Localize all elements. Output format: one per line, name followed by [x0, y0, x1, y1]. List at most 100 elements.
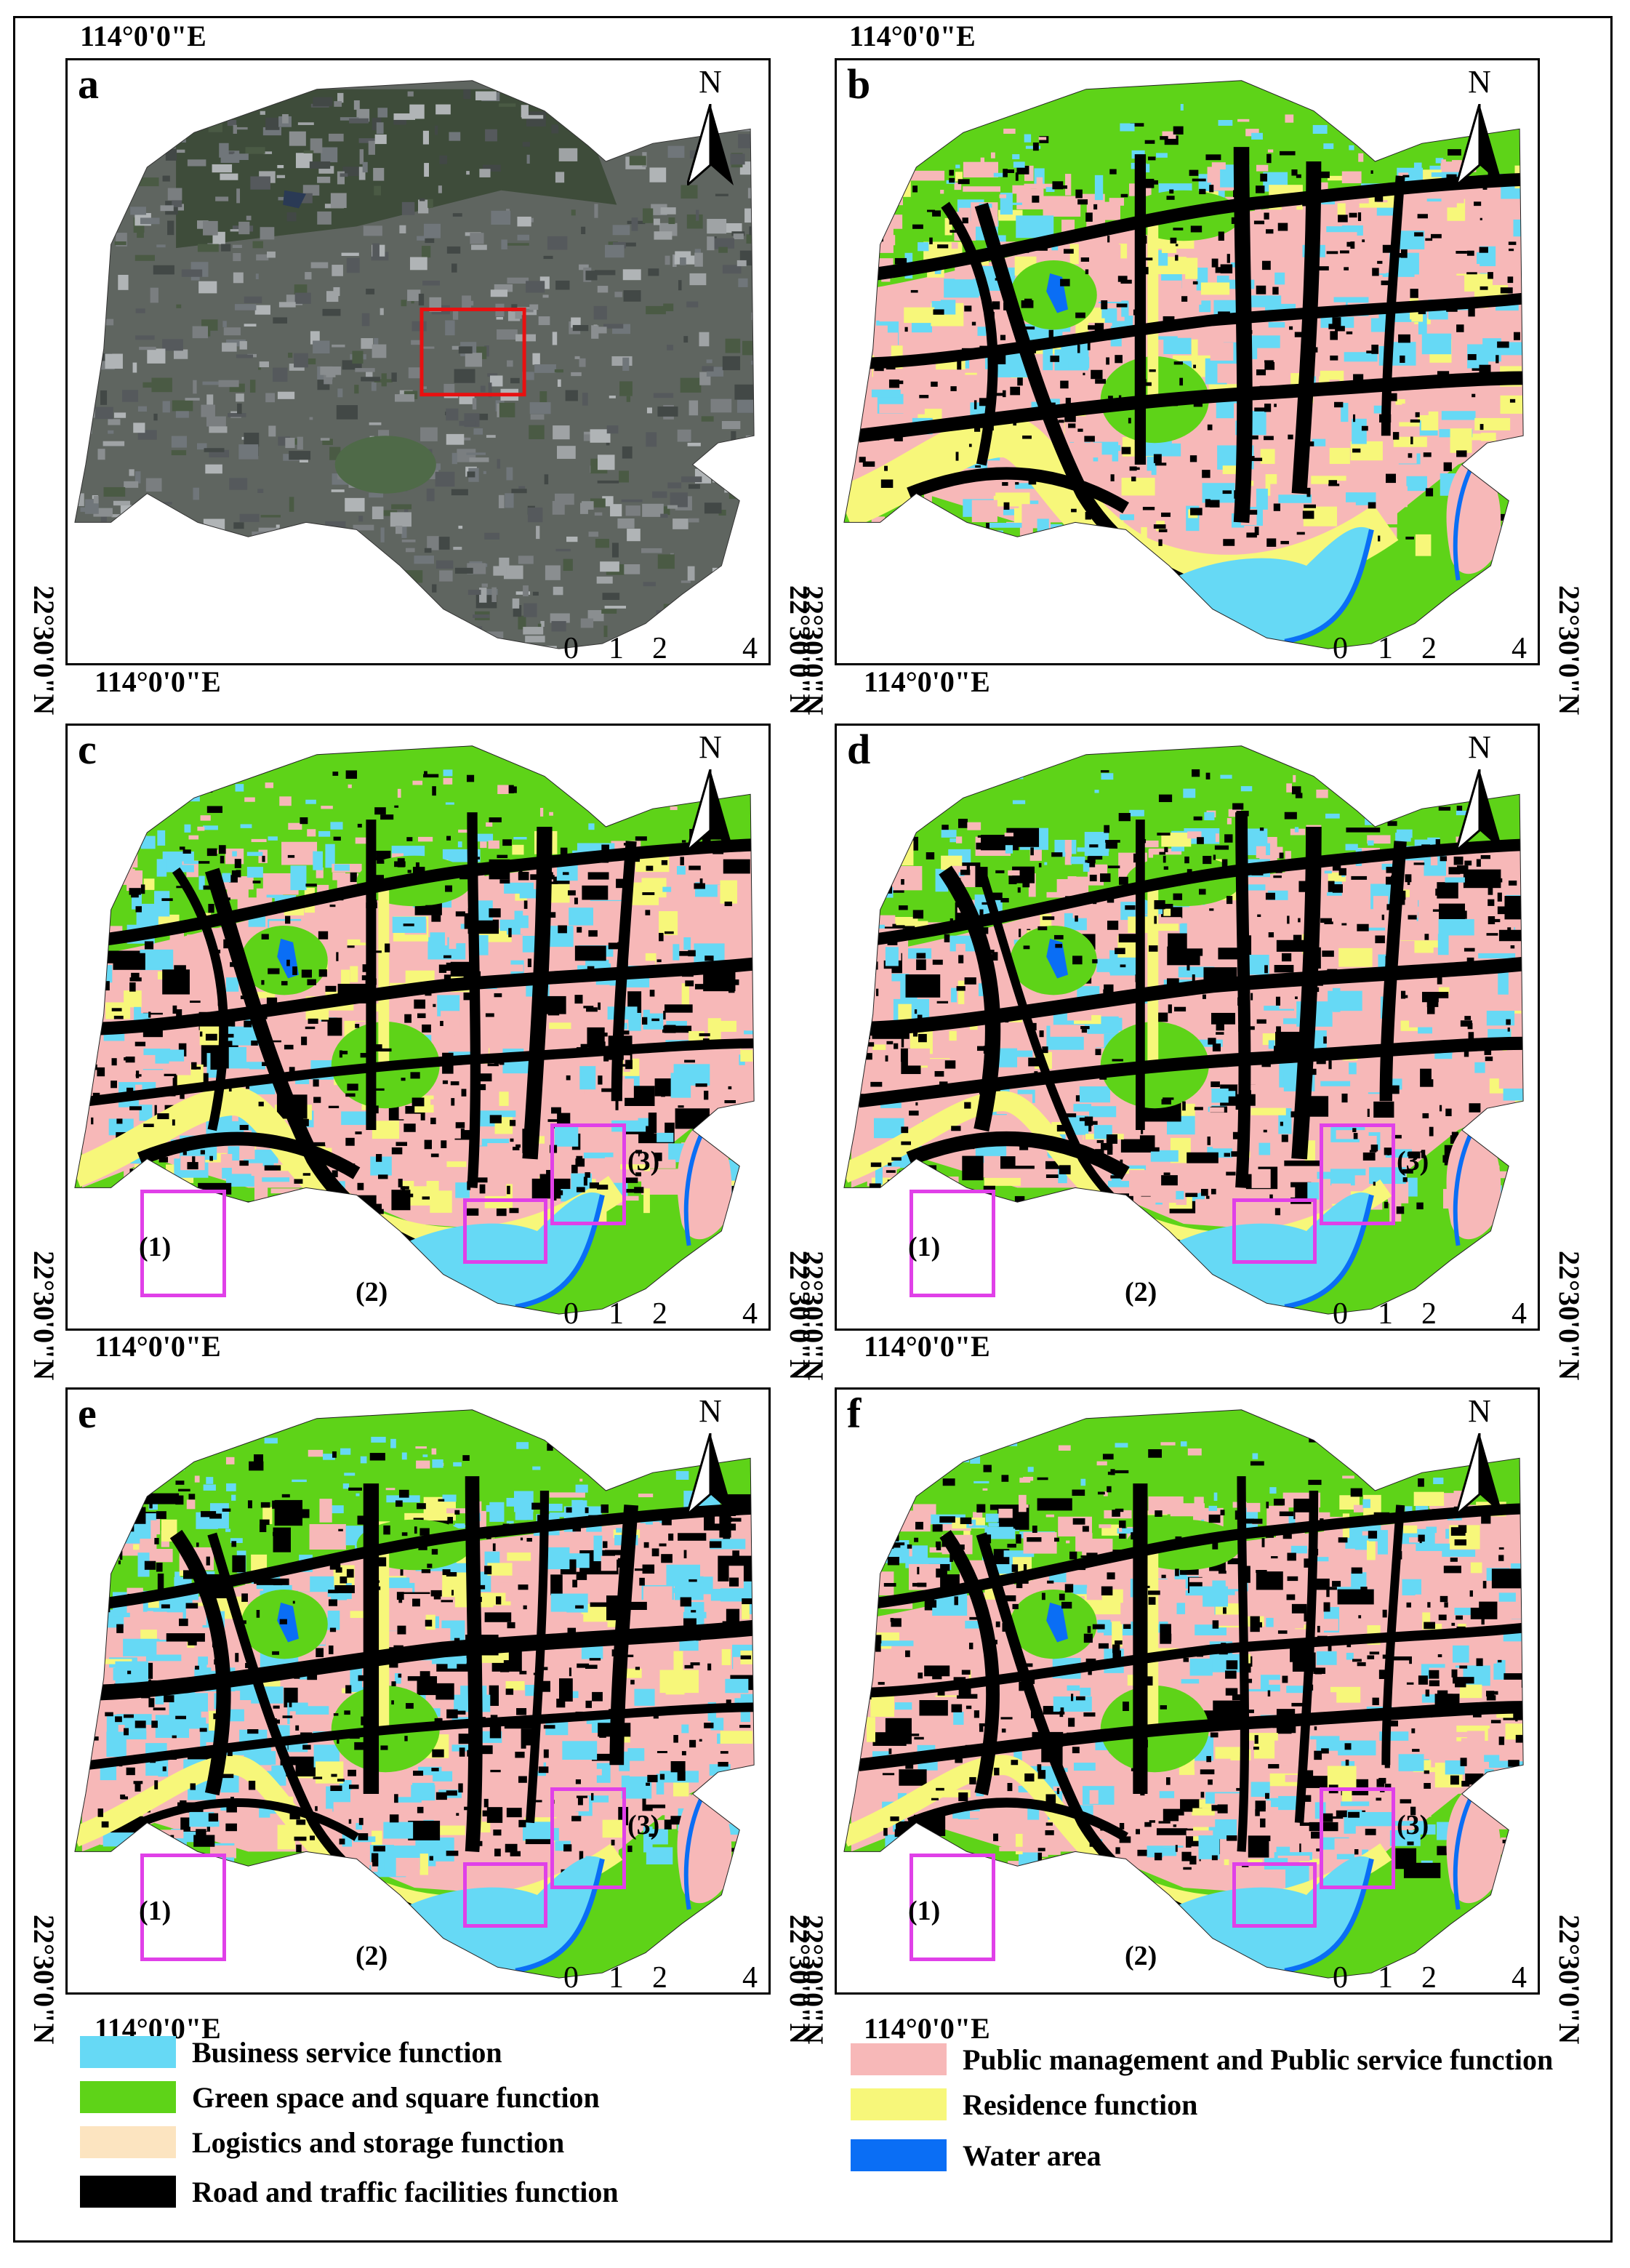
north-arrow: N — [681, 732, 739, 855]
subregion-label: (1) — [139, 1896, 172, 1926]
scale-tick: 1 — [609, 1961, 624, 1995]
scale-tick: 4 — [742, 632, 758, 665]
longitude-label: 114°0'0"E — [849, 20, 976, 52]
scale-tick: 4 — [742, 1961, 758, 1995]
latitude-label: 22°30'0"N — [797, 585, 830, 716]
north-arrow-icon — [687, 1433, 734, 1515]
scale-bar: 0124km — [1333, 1297, 1538, 1331]
map-canvas — [843, 1409, 1524, 1979]
subregion-box — [1320, 1787, 1395, 1889]
map-panel-c: c N 0124km (1) (2) (3) — [65, 724, 771, 1331]
north-label: N — [699, 729, 722, 765]
subregion-box — [463, 1198, 547, 1264]
legend-label-business: Business service function — [192, 2035, 502, 2069]
subregion-box — [1320, 1123, 1395, 1225]
subregion-label: (2) — [356, 1277, 388, 1307]
longitude-label: 114°0'0"E — [95, 665, 221, 698]
north-label: N — [1468, 729, 1491, 765]
scale-bar: 0124km — [563, 1297, 768, 1331]
subregion-box — [140, 1190, 226, 1297]
north-arrow: N — [1450, 732, 1509, 855]
scale-tick: 1 — [609, 632, 624, 665]
land-use-map — [74, 1409, 755, 1979]
legend-label-residence: Residence function — [963, 2088, 1198, 2121]
scale-bar: 0124km — [1333, 1961, 1538, 1995]
subregion-box — [550, 1123, 626, 1225]
legend-swatch-road — [80, 2176, 176, 2208]
panel-label: f — [847, 1390, 862, 1437]
legend-swatch-business — [80, 2036, 176, 2068]
scale-tick: 1 — [609, 1297, 624, 1331]
legend: Business service function Green space an… — [80, 2036, 1607, 2240]
subregion-box — [140, 1854, 226, 1961]
map-canvas — [74, 745, 755, 1315]
map-panel-a: aN0124km — [65, 58, 771, 665]
subregion-box — [910, 1190, 995, 1297]
scale-tick: 2 — [652, 632, 667, 665]
longitude-label: 114°0'0"E — [864, 665, 990, 698]
north-arrow-icon — [1456, 769, 1503, 851]
longitude-label: 114°0'0"E — [95, 1330, 221, 1363]
scale-tick: 1 — [1378, 632, 1393, 665]
legend-item-water: Water area — [851, 2139, 1101, 2172]
panel-label: b — [847, 60, 871, 108]
legend-swatch-logistics — [80, 2126, 176, 2158]
subregion-label: (2) — [1125, 1277, 1157, 1307]
latitude-label: 22°30'0"N — [28, 1915, 60, 2045]
subregion-label: (2) — [356, 1941, 388, 1971]
longitude-label: 114°0'0"E — [80, 20, 206, 52]
map-panel-f: fN0124km(1)(2)(3) — [835, 1387, 1540, 1995]
north-arrow: N — [1450, 1395, 1509, 1519]
subregion-label: (1) — [139, 1232, 172, 1262]
latitude-label: 22°30'0"N — [797, 1915, 830, 2045]
north-arrow: N — [681, 1395, 739, 1519]
scale-tick: 2 — [1421, 1961, 1437, 1995]
land-use-map — [74, 745, 755, 1315]
subregion-label: (3) — [627, 1146, 660, 1177]
legend-label-public-management: Public management and Public service fun… — [963, 2043, 1554, 2076]
legend-label-green-space: Green space and square function — [192, 2080, 600, 2114]
map-canvas — [843, 80, 1524, 649]
legend-swatch-residence — [851, 2088, 947, 2120]
land-use-map — [843, 80, 1524, 649]
legend-item-road: Road and traffic facilities function — [80, 2176, 619, 2208]
subregion-label: (3) — [627, 1810, 660, 1840]
north-arrow-icon — [1456, 104, 1503, 185]
panel-label: d — [847, 726, 871, 773]
scale-tick: 0 — [563, 632, 579, 665]
north-arrow-icon — [687, 104, 734, 185]
scale-bar: 0124km — [563, 1961, 768, 1995]
latitude-label: 22°30'0"N — [1553, 585, 1586, 716]
scale-tick: 2 — [652, 1961, 667, 1995]
scale-tick: 1 — [1378, 1961, 1393, 1995]
focus-area-box — [419, 308, 526, 397]
scale-tick: 2 — [1421, 632, 1437, 665]
satellite-image — [74, 80, 755, 649]
subregion-label: (3) — [1397, 1810, 1429, 1840]
legend-swatch-public-management — [851, 2043, 947, 2075]
map-panel-e: eN0124km(1)(2)(3) — [65, 1387, 771, 1995]
scale-tick: 4 — [1511, 632, 1527, 665]
map-canvas — [74, 80, 755, 649]
legend-item-green-space: Green space and square function — [80, 2080, 600, 2114]
legend-item-business: Business service function — [80, 2035, 502, 2069]
map-canvas — [74, 1409, 755, 1979]
map-panel-d: dN0124km(1)(2)(3) — [835, 724, 1540, 1331]
north-arrow-icon — [687, 769, 734, 851]
legend-item-public-management: Public management and Public service fun… — [851, 2043, 1554, 2076]
scale-tick: 0 — [1333, 632, 1348, 665]
legend-label-water: Water area — [963, 2139, 1101, 2172]
subregion-box — [1232, 1198, 1317, 1264]
scale-tick: 2 — [1421, 1297, 1437, 1331]
subregion-box — [463, 1862, 547, 1928]
subregion-box — [910, 1854, 995, 1961]
legend-label-road: Road and traffic facilities function — [192, 2175, 619, 2208]
scale-tick: 2 — [652, 1297, 667, 1331]
panel-label: e — [78, 1390, 97, 1437]
latitude-label: 22°30'0"N — [1553, 1251, 1586, 1381]
longitude-label: 114°0'0"E — [864, 2012, 990, 2045]
figure-frame — [13, 16, 1613, 2243]
latitude-label: 22°30'0"N — [1553, 1915, 1586, 2045]
panel-label: c — [78, 726, 97, 773]
subregion-label: (3) — [1397, 1146, 1429, 1177]
